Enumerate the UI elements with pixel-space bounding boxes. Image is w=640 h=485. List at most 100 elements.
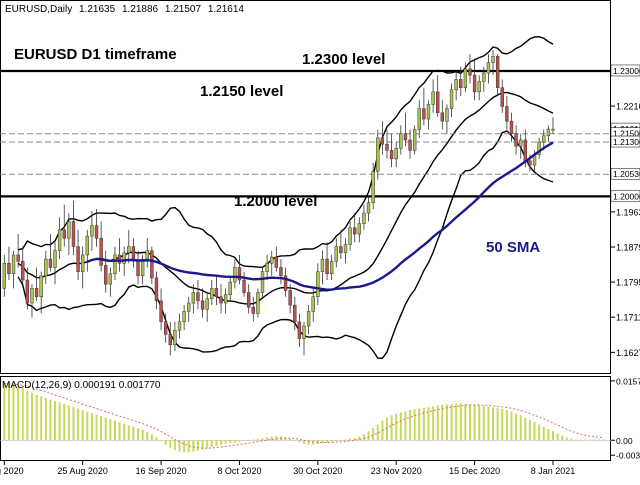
macd-histogram-bar	[109, 419, 112, 441]
macd-histogram-bar	[26, 390, 29, 441]
candle	[486, 54, 491, 84]
macd-histogram-bar	[358, 436, 361, 441]
candle-body	[412, 129, 417, 151]
macd-histogram-bar	[510, 411, 513, 441]
candle-body	[214, 288, 219, 297]
candle-body	[16, 254, 20, 262]
macd-histogram-bar	[404, 411, 407, 441]
candle	[274, 246, 279, 272]
level-tag-1-box	[610, 190, 640, 202]
candle-body	[7, 263, 11, 274]
candle-body	[523, 139, 527, 162]
candle	[519, 133, 523, 159]
macd-histogram-bar	[422, 407, 425, 441]
candle-body	[509, 120, 514, 134]
candle	[399, 125, 403, 155]
price-tick-label: 1.16270	[616, 348, 640, 358]
candle	[177, 313, 182, 339]
candle-body	[104, 265, 108, 285]
price-panel-frame	[0, 0, 611, 374]
macd-histogram-bar	[385, 417, 388, 441]
candle	[431, 79, 435, 113]
macd-histogram-bar	[141, 429, 144, 441]
candle-body	[343, 244, 348, 254]
candle-body	[233, 267, 237, 283]
candle-body	[113, 254, 117, 275]
macd-histogram-bar	[35, 394, 38, 441]
candle-body	[417, 108, 421, 130]
macd-histogram-bar	[501, 408, 504, 441]
candle	[99, 221, 103, 272]
candle-body	[454, 79, 458, 91]
candle-body	[334, 246, 338, 262]
candle-body	[463, 68, 468, 88]
candle	[366, 196, 371, 222]
candle	[154, 271, 159, 310]
candle	[293, 296, 297, 331]
candle-body	[117, 254, 122, 264]
ohlc-close: 1.21614	[208, 4, 245, 15]
candle	[270, 250, 274, 276]
macd-histogram-bar	[307, 440, 310, 445]
macd-histogram-bar	[30, 392, 33, 441]
candle	[11, 250, 16, 289]
macd-histogram-bar	[455, 403, 458, 441]
candle	[509, 112, 514, 143]
macd-histogram-bar	[450, 404, 453, 441]
macd-histogram-bar	[468, 404, 471, 441]
candle	[283, 267, 288, 297]
bollinger-lower	[17, 130, 554, 360]
candle	[463, 62, 468, 92]
candle	[422, 87, 426, 126]
level-tag-0-label: 1.23000	[613, 66, 640, 76]
candle-body	[293, 304, 297, 323]
macd-histogram-bar	[556, 433, 559, 441]
candle-body	[210, 288, 214, 300]
macd-histogram-bar	[54, 401, 57, 441]
candle-body	[279, 267, 283, 277]
candle	[385, 129, 389, 159]
candle-body	[505, 106, 509, 122]
macd-histogram-bar	[519, 415, 522, 441]
candle-body	[260, 271, 265, 293]
candle	[537, 137, 541, 159]
macd-histogram-bar	[395, 413, 398, 441]
macd-histogram-bar	[588, 439, 591, 441]
time-tick-label: 8 Oct 2020	[217, 466, 261, 476]
candle-body	[431, 91, 435, 105]
candle-body	[99, 237, 103, 266]
candle	[329, 254, 334, 281]
candle	[436, 75, 440, 117]
candle	[205, 292, 209, 322]
candle	[491, 50, 495, 76]
candle-body	[270, 256, 274, 264]
candle-body	[380, 137, 385, 145]
macd-histogram-bar	[164, 440, 167, 445]
time-tick-label: 16 Sep 2020	[136, 466, 187, 476]
ohlc-high: 1.21886	[122, 4, 159, 15]
candle-body	[482, 72, 486, 82]
macd-signal-line	[4, 383, 604, 449]
candle	[113, 246, 117, 281]
candle-body	[542, 135, 546, 143]
candle-body	[140, 258, 145, 277]
candle	[108, 267, 113, 297]
time-tick-label: 30 Oct 2020	[293, 466, 342, 476]
macd-histogram-bar	[150, 434, 153, 441]
macd-histogram-bar	[478, 405, 481, 441]
macd-histogram-bar	[173, 440, 176, 451]
macd-histogram-bar	[312, 440, 315, 445]
annotation-level-1200: 1.2000 level	[234, 193, 317, 210]
macd-histogram-bar	[321, 440, 324, 444]
candle	[67, 213, 71, 255]
macd-histogram-bar	[266, 437, 269, 441]
candle-body	[385, 143, 389, 151]
candle-body	[182, 311, 186, 323]
candle	[159, 288, 163, 331]
candle-body	[168, 334, 172, 346]
macd-histogram-bar	[113, 420, 116, 441]
candle	[62, 204, 66, 247]
macd-histogram-bar	[496, 408, 499, 441]
candle	[459, 66, 463, 97]
